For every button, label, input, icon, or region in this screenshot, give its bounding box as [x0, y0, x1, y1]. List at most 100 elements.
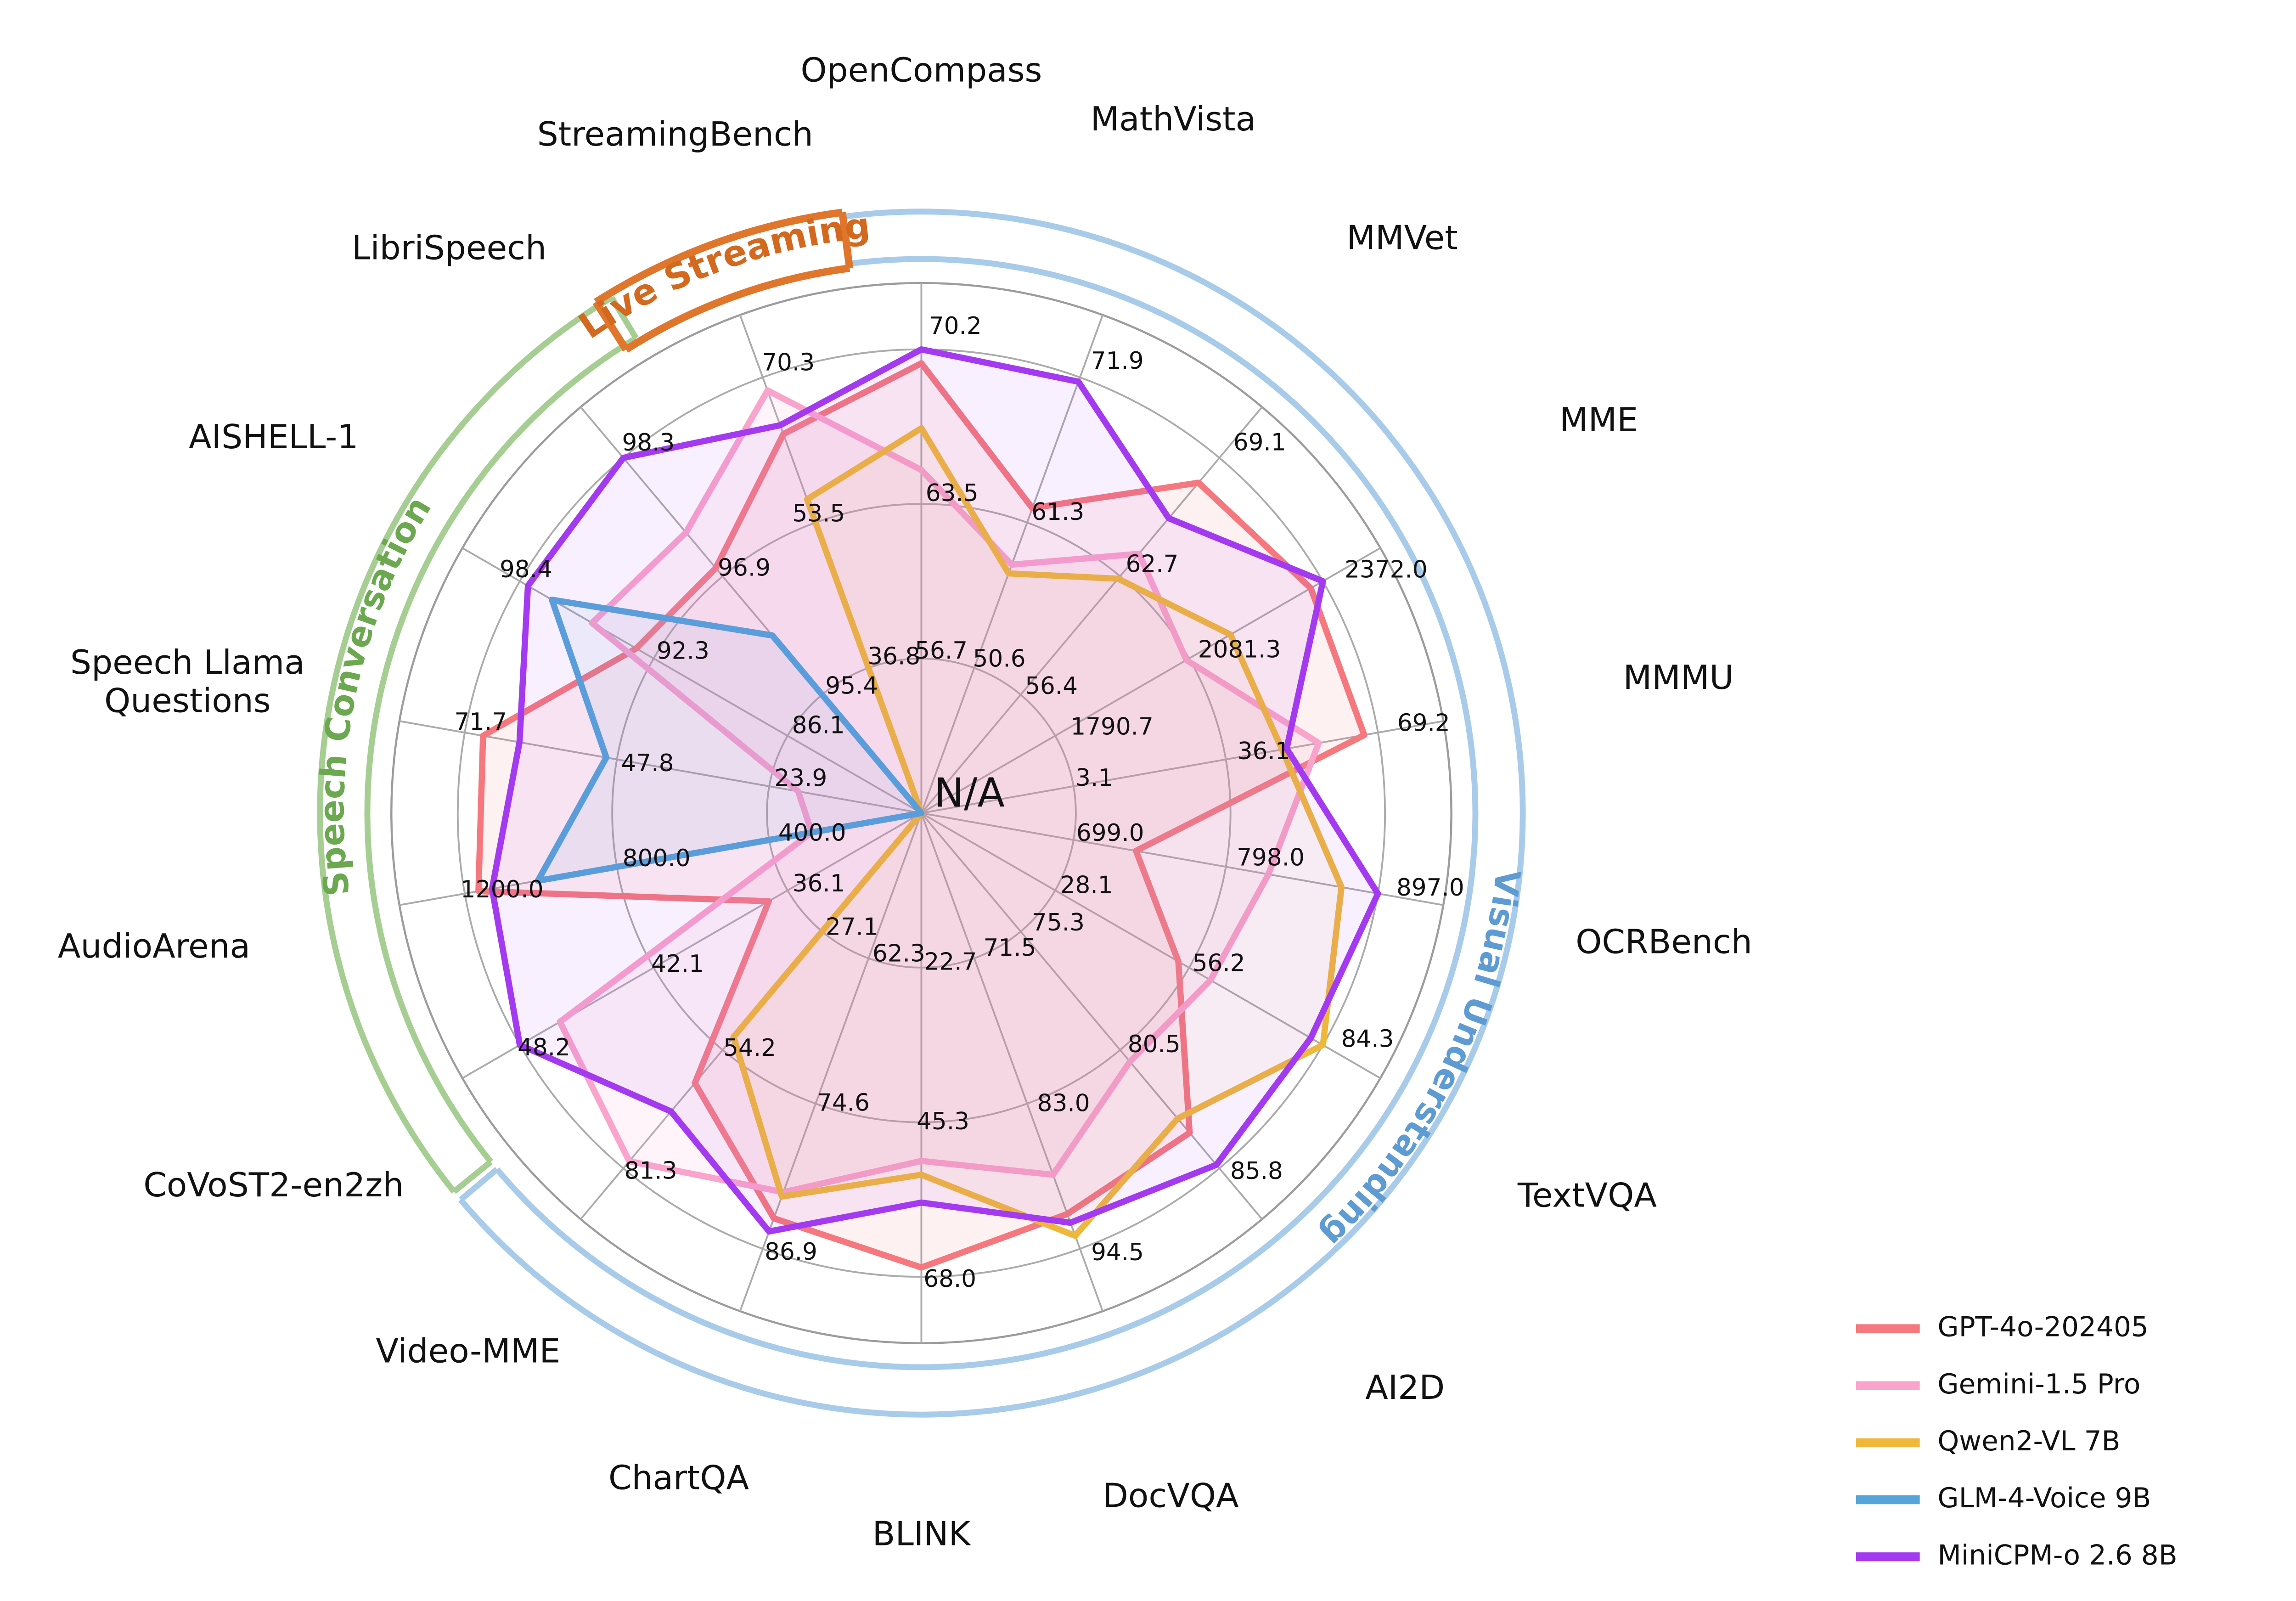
band-outer-arc [458, 209, 1526, 1418]
axis-label-speech-llama-questions: Speech Llama Questions [70, 643, 305, 721]
value-label: 86.9 [765, 1238, 817, 1266]
band-outer-arc [317, 295, 613, 1194]
value-label: 98.3 [622, 429, 675, 457]
axis-spoke-12 [462, 812, 922, 1079]
value-label: 62.3 [872, 940, 925, 967]
value-label: 70.2 [929, 312, 982, 340]
value-label: 56.7 [915, 637, 968, 665]
series-polygon-minicpm-o-2-6-8b [489, 346, 1381, 1235]
legend-label: GPT-4o-202405 [1937, 1312, 2149, 1343]
band-cap-1 [459, 1167, 499, 1202]
axis-label-mme: MME [1559, 401, 1638, 440]
value-label: 54.2 [723, 1034, 776, 1062]
value-label: 96.9 [718, 554, 771, 581]
axis-label-textvqa: TextVQA [1517, 1177, 1657, 1215]
value-label: 84.3 [1341, 1026, 1394, 1053]
legend-item-minicpm-o-2-6-8b: MiniCPM-o 2.6 8B [1856, 1539, 2178, 1571]
series-polygon-gemini-1-5-pro [557, 387, 1322, 1195]
axis-spoke-6 [921, 812, 1381, 1079]
axis-label-blink: BLINK [872, 1515, 972, 1554]
series-polygons [475, 346, 1381, 1271]
axis-label-ai2d: AI2D [1365, 1369, 1445, 1407]
value-label: 36.8 [867, 643, 920, 670]
value-label: 56.4 [1025, 672, 1078, 700]
axis-label-librispeech: LibriSpeech [352, 229, 546, 268]
legend: GPT-4o-202405 Gemini-1.5 Pro Qwen2-VL 7B GL… [1856, 1312, 2178, 1571]
value-label: 42.1 [651, 950, 704, 978]
axis-label-line: Questions [104, 682, 270, 721]
value-label: 36.1 [1238, 738, 1290, 765]
value-label: 53.5 [792, 500, 845, 527]
series-polygon-qwen2-vl-7b [730, 425, 1345, 1239]
band-cap-1 [609, 296, 639, 340]
legend-item-qwen2-vl-7b: Qwen2-VL 7B [1856, 1426, 2120, 1457]
axis-label-audioarena: AudioArena [58, 927, 250, 966]
value-label: 699.0 [1076, 819, 1144, 847]
axis-label-aishell-1: AISHELL-1 [189, 418, 359, 457]
value-label: 50.6 [973, 645, 1026, 673]
value-label: 68.0 [923, 1265, 976, 1293]
axis-label-docvqa: DocVQA [1103, 1477, 1239, 1516]
band-outer-arc [594, 209, 843, 305]
axis-label-opencompass: OpenCompass [801, 51, 1042, 90]
legend-label: MiniCPM-o 2.6 8B [1937, 1539, 2177, 1571]
value-label: 400.0 [778, 819, 846, 847]
axis-spoke-3 [921, 547, 1381, 814]
axis-spoke-8 [920, 812, 1104, 1312]
legend-item-gpt-4o-202405: GPT-4o-202405 [1856, 1312, 2149, 1343]
axis-label-chartqa: ChartQA [608, 1459, 749, 1497]
axis-spoke-7 [920, 812, 1263, 1220]
axis-spoke-5 [921, 812, 1444, 906]
value-label: 28.1 [1060, 872, 1113, 899]
value-label: 98.4 [500, 556, 552, 583]
series-polygon-glm-4-voice-9b [535, 597, 925, 884]
legend-item-glm-4-voice-9b: GLM-4-Voice 9B [1856, 1483, 2151, 1514]
value-label: 47.8 [621, 750, 674, 777]
legend-label: GLM-4-Voice 9B [1937, 1483, 2151, 1514]
value-label: N/A [934, 769, 1005, 816]
axis-label-mathvista: MathVista [1091, 100, 1256, 139]
band-inner-arc [624, 264, 850, 353]
axis-label-ocrbench: OCRBench [1576, 923, 1752, 962]
value-label: 69.2 [1397, 710, 1450, 737]
axis-label-line: Speech Llama [70, 643, 305, 682]
value-label: 80.5 [1128, 1031, 1181, 1058]
band-cap-0 [452, 1159, 493, 1194]
value-label: 23.9 [774, 765, 827, 792]
axis-name-labels: OpenCompass MathVista MMVet MME MMMU OCRBench… [58, 51, 1752, 1554]
value-label: 63.5 [926, 479, 979, 507]
band-inner-arc [495, 256, 1479, 1370]
chart-background [0, 16, 2296, 1585]
axis-spoke-15 [462, 547, 922, 814]
value-label: 2081.3 [1198, 636, 1281, 664]
value-label: 71.9 [1091, 347, 1144, 375]
value-label: 2372.0 [1345, 556, 1428, 584]
value-label: 3.1 [1075, 764, 1113, 792]
value-label: 71.7 [454, 708, 507, 736]
value-label: 45.3 [917, 1108, 969, 1135]
value-label: 95.4 [825, 672, 878, 700]
value-labels: 70.2 71.9 69.1 2372.0 69.2 897.0 84.3 85.8 94.5 6… [454, 312, 1464, 1293]
axis-label-mmmu: MMMU [1623, 659, 1734, 697]
value-label: 1200.0 [461, 876, 544, 903]
band-cap-1 [838, 212, 854, 269]
value-label: 69.1 [1233, 429, 1286, 457]
value-label: 71.5 [984, 934, 1036, 962]
value-label: 27.1 [826, 913, 878, 941]
value-label: 800.0 [623, 845, 691, 872]
value-label: 75.3 [1032, 909, 1085, 936]
axis-label-video-mme: Video-MME [376, 1332, 560, 1371]
value-label: 1790.7 [1070, 713, 1154, 741]
value-label: 92.3 [657, 637, 709, 665]
value-label: 62.7 [1126, 550, 1179, 578]
legend-label: Gemini-1.5 Pro [1937, 1369, 2140, 1400]
axis-label-streamingbench: StreamingBench [537, 115, 813, 154]
value-label: 798.0 [1237, 844, 1305, 871]
value-label: 22.7 [924, 948, 977, 976]
value-label: 94.5 [1091, 1239, 1144, 1266]
axis-spoke-2 [920, 406, 1263, 814]
value-label: 48.2 [518, 1034, 570, 1061]
value-label: 70.3 [762, 349, 815, 377]
